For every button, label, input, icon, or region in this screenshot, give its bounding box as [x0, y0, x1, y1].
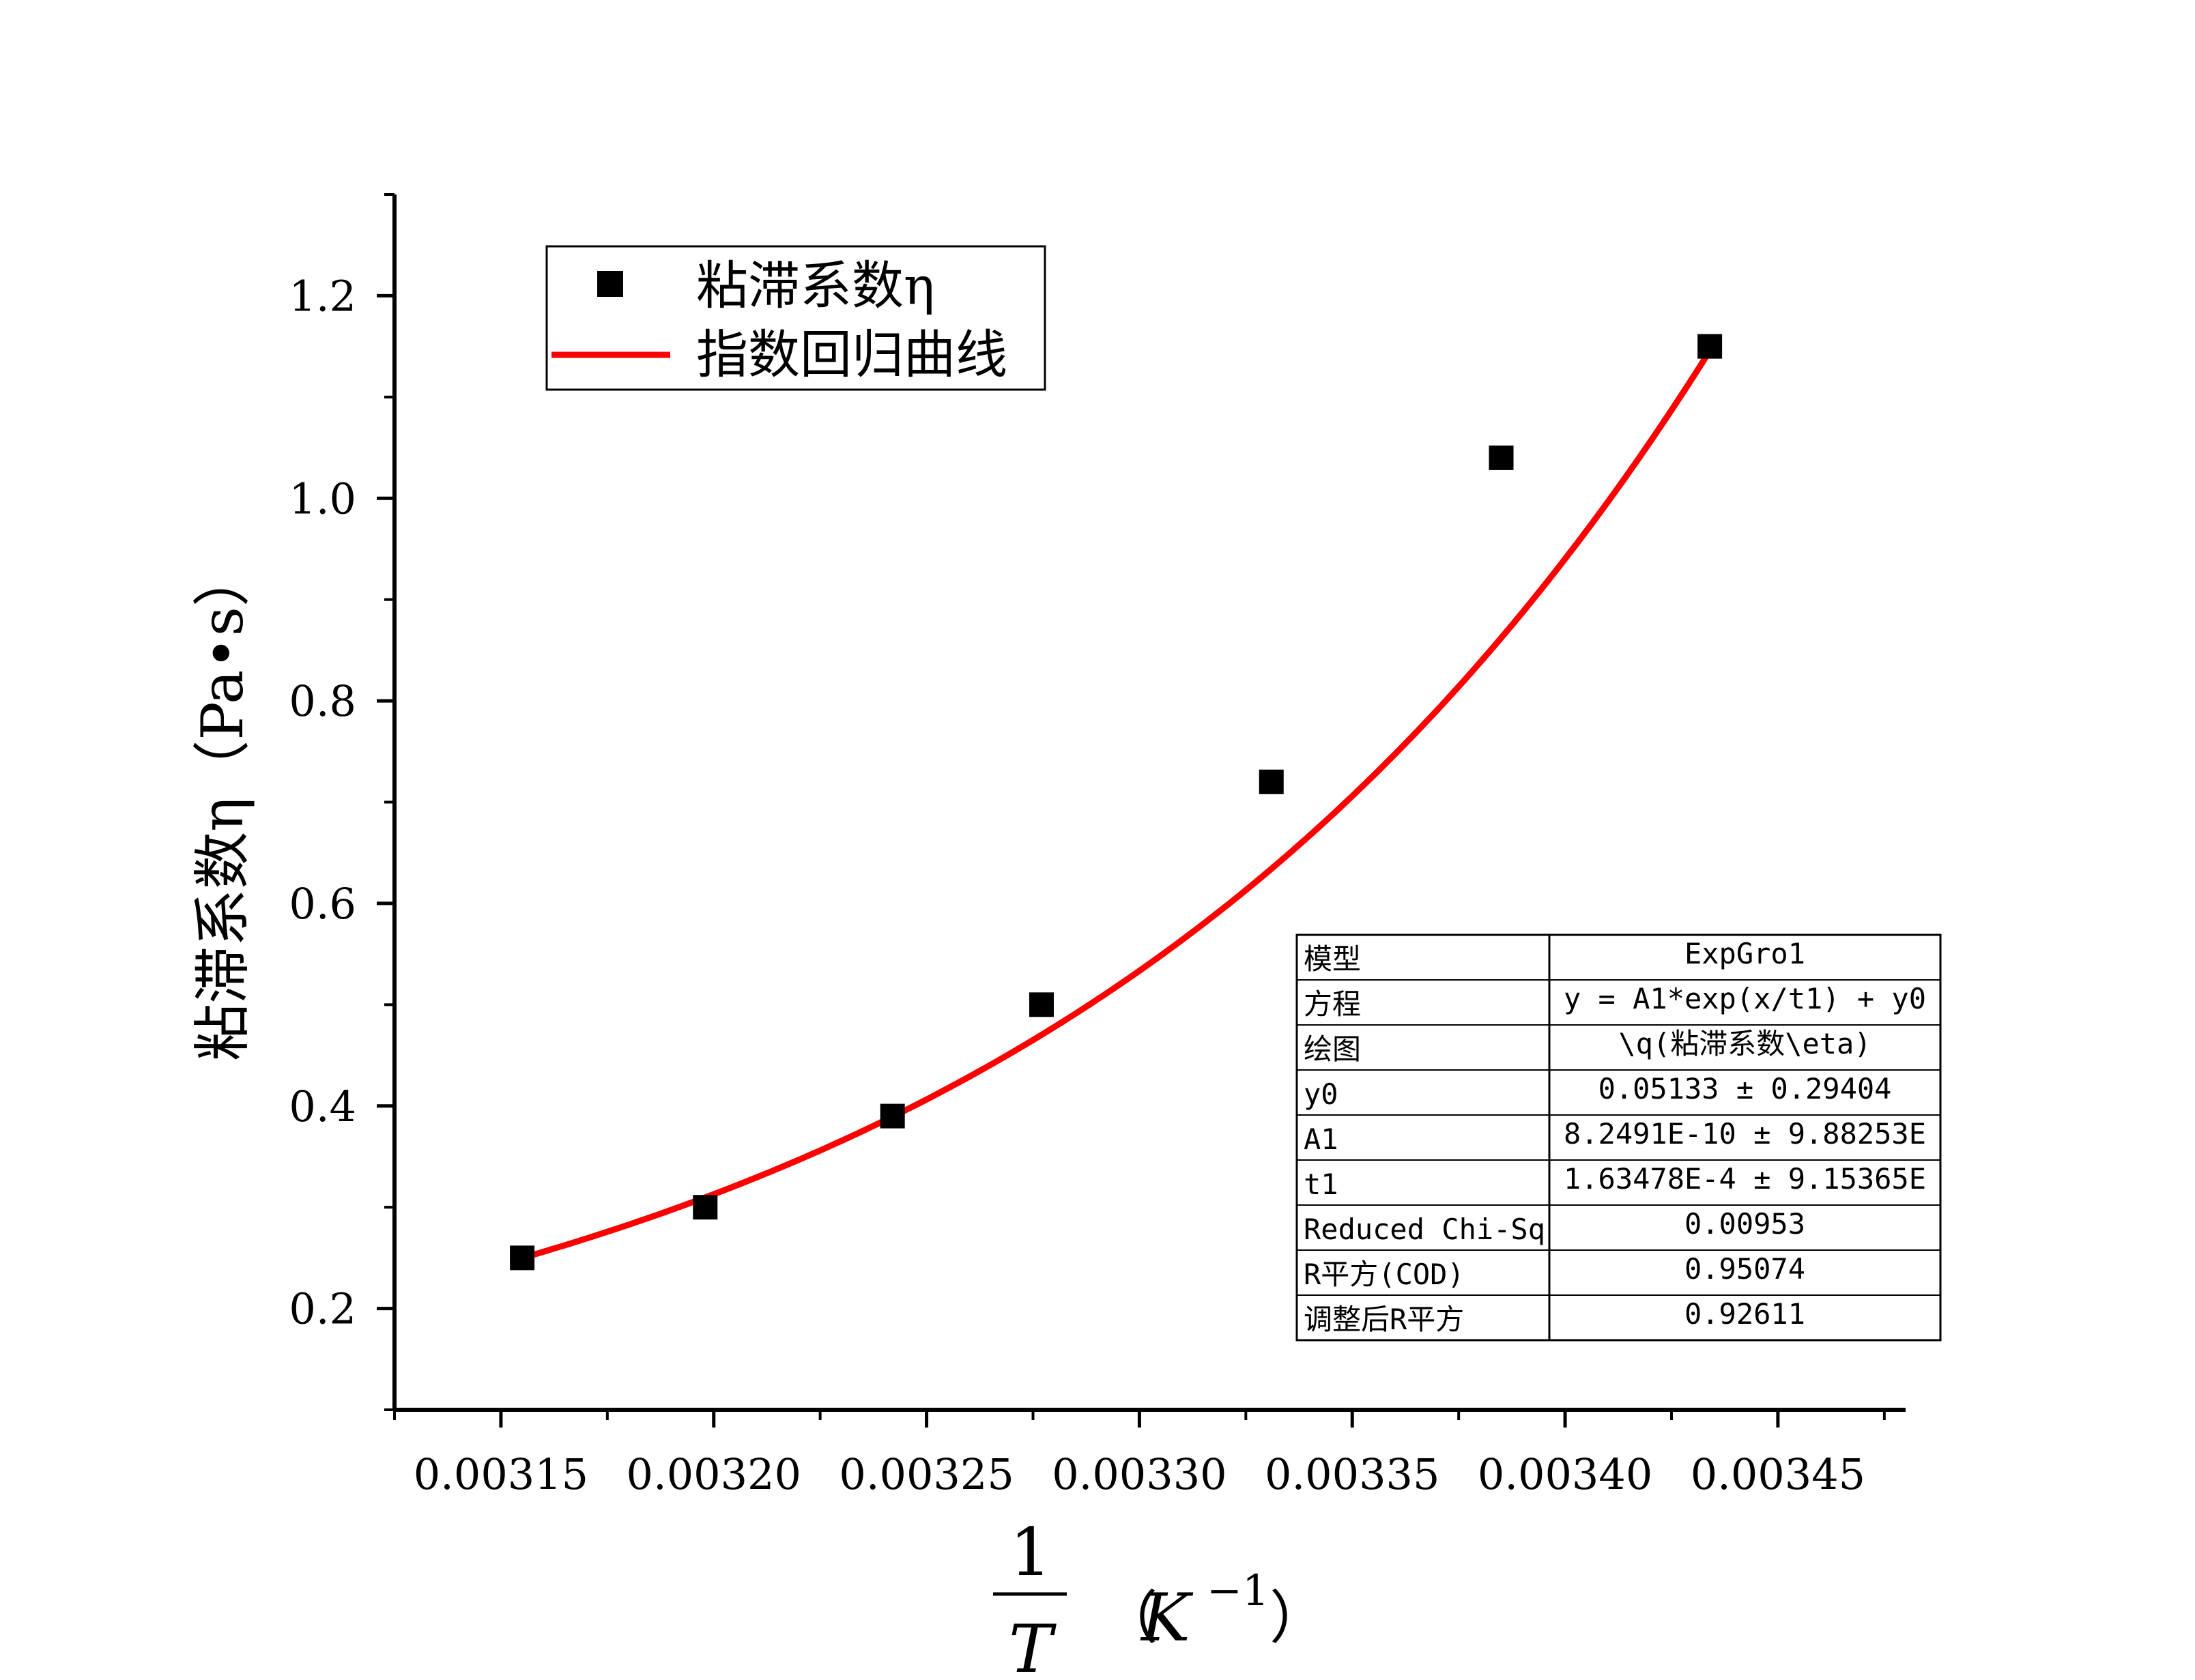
fit-table-value: y = A1*exp(x/t1) + y0 — [1564, 982, 1926, 1015]
legend-box — [545, 245, 1046, 391]
data-points-layer — [510, 334, 1723, 1271]
legend-label-points: 粘滞系数η — [696, 255, 935, 316]
x-tick-label: 0.00320 — [627, 1449, 801, 1499]
x-tick-label: 0.00325 — [839, 1449, 1014, 1499]
fit-table-key: y0 — [1304, 1077, 1338, 1111]
data-point — [510, 1245, 535, 1271]
tick-marks — [377, 193, 1886, 1428]
fit-table-value: 0.95074 — [1684, 1252, 1805, 1286]
fit-table-value: 0.92611 — [1684, 1297, 1805, 1331]
fit-table-key: Reduced Chi-Sq — [1304, 1213, 1545, 1246]
x-axis-title-unit-open: （ — [1100, 1584, 1158, 1651]
y-tick-label: 1.0 — [289, 474, 356, 523]
x-tick-label: 0.00340 — [1478, 1449, 1652, 1499]
tick-labels: 0.00315 0.00320 0.00325 0.00330 0.00335 0.003… — [289, 271, 1865, 1499]
data-point — [1029, 992, 1054, 1017]
data-point — [1259, 769, 1284, 794]
fit-table-key: A1 — [1304, 1123, 1338, 1156]
y-axis-title: 粘滞系数η（Pa•s） — [189, 549, 256, 1061]
fit-table-value: 0.00953 — [1684, 1207, 1805, 1241]
x-tick-label: 0.00345 — [1691, 1449, 1865, 1499]
x-axis-title-numerator: 1 — [1009, 1514, 1051, 1591]
fit-table-key: 调整后R平方 — [1304, 1303, 1464, 1336]
y-tick-label: 0.2 — [289, 1284, 356, 1334]
fit-table-border — [1295, 933, 1942, 1342]
fit-table-value: 8.2491E-10 ± 9.88253E — [1564, 1117, 1926, 1150]
fit-curve — [521, 349, 1712, 1261]
fit-curve-layer — [521, 349, 1712, 1261]
fit-table-value: 1.63478E-4 ± 9.15365E — [1564, 1162, 1926, 1196]
legend-marker-square — [597, 271, 623, 297]
y-tick-label: 0.6 — [289, 879, 356, 929]
x-axis-title-denominator: T — [1009, 1611, 1057, 1680]
fit-table-key: t1 — [1304, 1168, 1338, 1201]
x-axis-title-unit-close: ） — [1269, 1584, 1327, 1651]
legend: 粘滞系数η 指数回归曲线 — [545, 245, 1046, 391]
x-tick-label: 0.00315 — [414, 1449, 588, 1499]
x-axis-title: 1 T （ K −1 ） — [993, 1514, 1327, 1680]
fit-table-key: 方程 — [1304, 987, 1361, 1021]
fit-table-value: 0.05133 ± 0.29404 — [1598, 1072, 1892, 1105]
fit-table-key: 模型 — [1304, 942, 1361, 976]
data-point — [1697, 334, 1723, 359]
data-point — [1489, 445, 1514, 470]
fit-table-key: 绘图 — [1304, 1032, 1361, 1066]
legend-label-curve: 指数回归曲线 — [696, 324, 1007, 385]
x-axis-title-unit-exponent: −1 — [1207, 1565, 1269, 1615]
x-tick-label: 0.00335 — [1265, 1449, 1439, 1499]
y-tick-label: 0.4 — [289, 1082, 356, 1131]
fit-table-value: \q(粘滞系数\eta) — [1618, 1027, 1871, 1060]
fit-table-value: ExpGro1 — [1684, 937, 1805, 970]
fit-results-table: 模型 ExpGro1 方程 y = A1*exp(x/t1) + y0 绘图 \q(粘滞系… — [1295, 933, 1942, 1342]
y-tick-label: 0.8 — [289, 676, 356, 726]
data-point — [880, 1103, 905, 1129]
x-axis-title-unit-base: K — [1140, 1580, 1194, 1656]
y-tick-label: 1.2 — [289, 271, 356, 321]
fit-table-key: R平方(COD) — [1304, 1258, 1465, 1291]
data-point — [693, 1195, 718, 1220]
x-tick-label: 0.00330 — [1052, 1449, 1226, 1499]
